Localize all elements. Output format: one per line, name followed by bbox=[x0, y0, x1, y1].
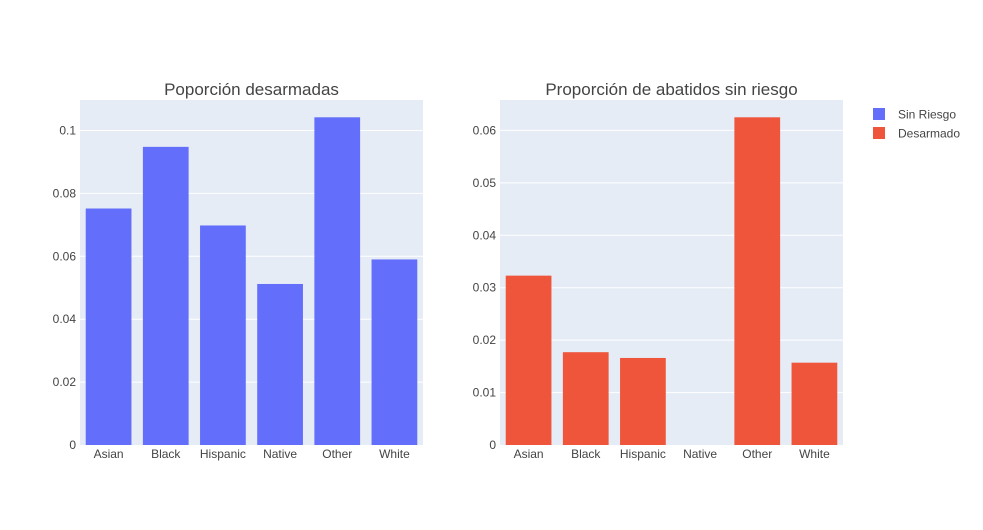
bars-right bbox=[505, 117, 838, 445]
subplot-right: 0 0.01 0.02 0.03 0.04 0.05 0.06 Asian Black Hisp… bbox=[473, 80, 843, 461]
bar-hispanic[interactable] bbox=[200, 225, 246, 445]
x-tick-label-black: Black bbox=[571, 447, 601, 461]
y-tick-label-right: 0.03 bbox=[473, 281, 497, 295]
x-tick-label-native: Native bbox=[683, 447, 717, 461]
legend[interactable]: Sin Riesgo Desarmado bbox=[873, 108, 960, 141]
bar-other[interactable] bbox=[314, 117, 361, 445]
y-axis-left: 0 0.02 0.04 0.06 0.08 0.1 bbox=[53, 124, 77, 452]
x-tick-label-white: White bbox=[379, 447, 410, 461]
y-tick-label-left: 0.02 bbox=[53, 375, 77, 389]
bar-black[interactable] bbox=[142, 146, 189, 445]
x-tick-label-black: Black bbox=[151, 447, 181, 461]
y-tick-label-right: 0.02 bbox=[473, 333, 497, 347]
subplot-left: 0 0.02 0.04 0.06 0.08 0.1 Asian Black Hispanic N… bbox=[53, 80, 423, 461]
bar-asian[interactable] bbox=[85, 208, 132, 445]
plot-area-left bbox=[80, 100, 423, 445]
bar-black[interactable] bbox=[562, 352, 609, 445]
legend-item-sin-riesgo[interactable]: Sin Riesgo bbox=[873, 108, 956, 122]
bar-asian[interactable] bbox=[505, 275, 552, 445]
y-tick-label-right: 0.06 bbox=[473, 123, 497, 137]
chart-title-left: Poporción desarmadas bbox=[164, 80, 339, 99]
legend-label-desarmado: Desarmado bbox=[898, 127, 960, 141]
y-tick-label-right: 0.05 bbox=[473, 176, 497, 190]
y-tick-label-left: 0.1 bbox=[59, 124, 76, 138]
y-axis-right: 0 0.01 0.02 0.03 0.04 0.05 0.06 bbox=[473, 123, 497, 452]
x-tick-label-other: Other bbox=[742, 447, 772, 461]
bar-hispanic[interactable] bbox=[620, 357, 666, 445]
legend-swatch-sin-riesgo bbox=[873, 108, 885, 120]
y-tick-label-left: 0.04 bbox=[53, 312, 77, 326]
gridlines-left bbox=[80, 130, 423, 383]
x-tick-label-native: Native bbox=[263, 447, 297, 461]
x-tick-label-hispanic: Hispanic bbox=[200, 447, 246, 461]
bar-other[interactable] bbox=[734, 117, 781, 445]
y-tick-label-right: 0.01 bbox=[473, 386, 497, 400]
y-tick-label-left: 0.08 bbox=[53, 186, 77, 200]
x-tick-label-hispanic: Hispanic bbox=[620, 447, 666, 461]
gridlines-right bbox=[500, 129, 843, 394]
bar-white[interactable] bbox=[371, 259, 418, 445]
bar-white[interactable] bbox=[791, 362, 838, 445]
bar-native[interactable] bbox=[257, 283, 303, 445]
legend-swatch-desarmado bbox=[873, 127, 885, 139]
x-axis-left: Asian Black Hispanic Native Other White bbox=[94, 447, 411, 461]
plot-area-right bbox=[500, 100, 843, 445]
y-tick-label-left: 0 bbox=[69, 438, 76, 452]
bars-left bbox=[85, 117, 418, 445]
y-tick-label-right: 0 bbox=[489, 438, 496, 452]
chart-title-right: Proporción de abatidos sin riesgo bbox=[545, 80, 797, 99]
legend-item-desarmado[interactable]: Desarmado bbox=[873, 127, 960, 141]
x-tick-label-other: Other bbox=[322, 447, 352, 461]
y-tick-label-left: 0.06 bbox=[53, 249, 77, 263]
x-tick-label-asian: Asian bbox=[94, 447, 124, 461]
x-tick-label-white: White bbox=[799, 447, 830, 461]
legend-label-sin-riesgo: Sin Riesgo bbox=[898, 108, 956, 122]
x-axis-right: Asian Black Hispanic Native Other White bbox=[514, 447, 831, 461]
x-tick-label-asian: Asian bbox=[514, 447, 544, 461]
y-tick-label-right: 0.04 bbox=[473, 228, 497, 242]
